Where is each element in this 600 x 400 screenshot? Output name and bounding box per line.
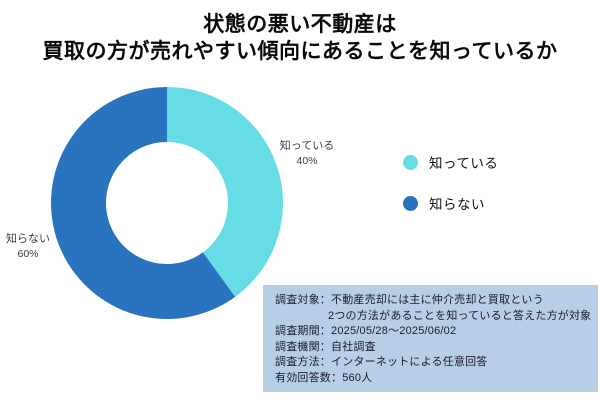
legend-label-know: 知っている [429,156,499,171]
survey-period-line: 調査期間：2025/05/28～2025/06/02 [275,325,457,337]
donut-slice-知っている [167,87,284,297]
slice-label-know-text: 知っている [279,140,335,152]
survey-target-line2: 2つの方法があることを知っていると答えた方が対象 [328,309,592,322]
survey-org-line: 調査機関：自社調査 [275,340,376,353]
slice-label-dontknow: 知らない 60% [2,232,54,261]
donut-slice-知らない [51,87,236,320]
survey-method-line: 調査方法：インターネットによる任意回答 [275,356,488,368]
slice-label-know-pct: 40% [296,155,318,167]
legend-label-dontknow: 知らない [429,197,485,212]
survey-responses-line: 有効回答数：560人 [275,371,373,384]
legend-swatch-know-icon [403,154,418,170]
survey-info-box: 調査対象：不動産売却には主に仲介売却と買取という 2つの方法があることを知ってい… [263,285,598,392]
legend-item-know: 知っている [403,152,498,172]
legend-swatch-dontknow-icon [403,195,418,211]
slice-label-dontknow-text: 知らない [6,233,50,245]
chart-title-line1: 状態の悪い不動産は [203,13,397,36]
survey-target-line: 調査対象：不動産売却には主に仲介売却と買取という [275,294,544,306]
chart-title: 状態の悪い不動産は 買取の方が売れやすい傾向にあることを知っているか [0,11,600,65]
chart-title-line2: 買取の方が売れやすい傾向にあることを知っているか [42,40,558,63]
chart-legend: 知っている 知らない [403,152,498,234]
slice-label-know: 知っている 40% [278,139,336,168]
legend-item-dontknow: 知らない [403,193,498,213]
slice-label-dontknow-pct: 60% [17,248,39,260]
